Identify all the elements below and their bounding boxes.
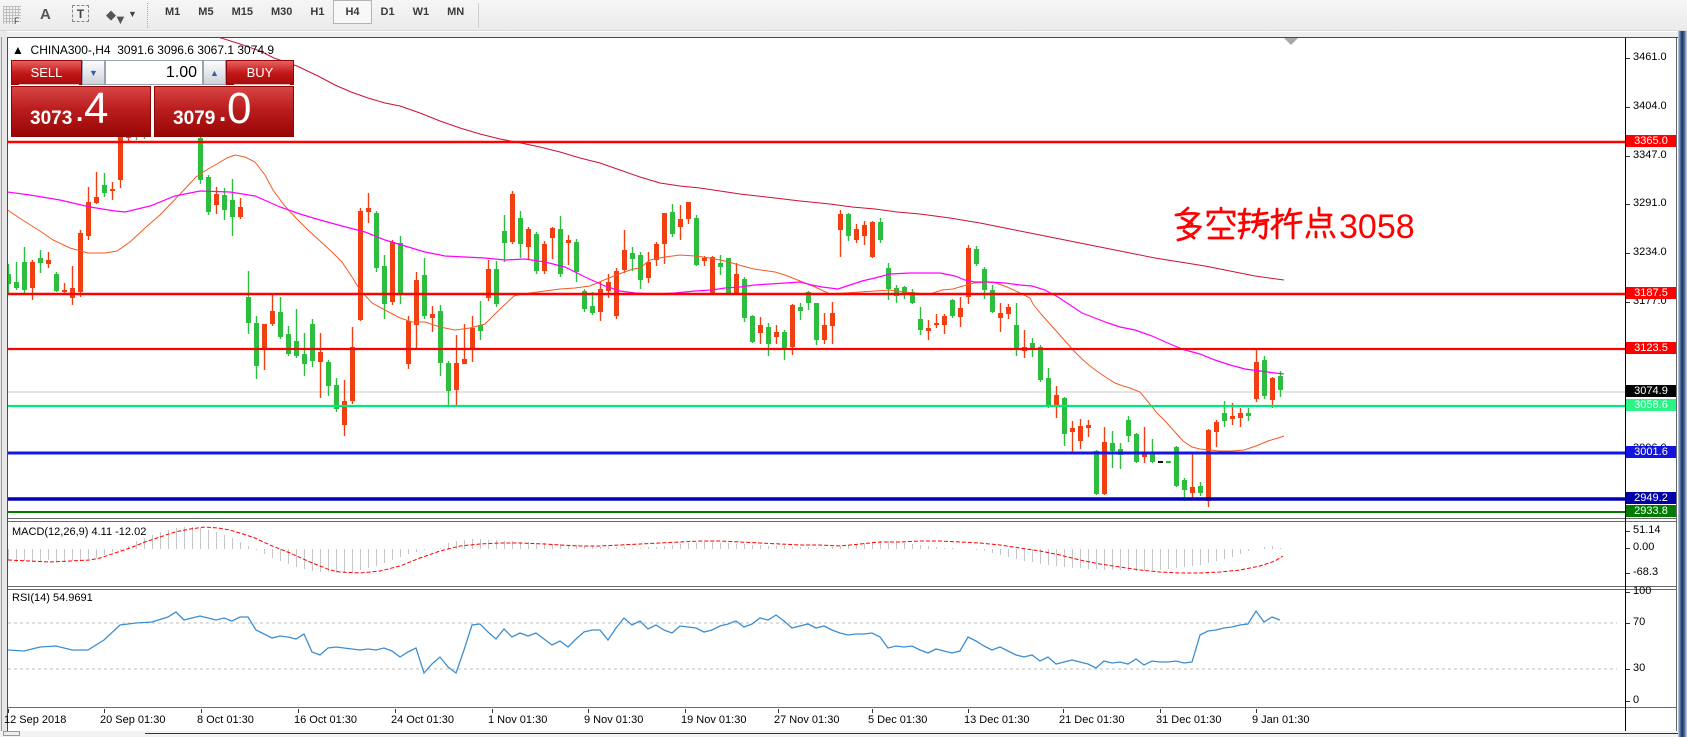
- svg-text:3058: 3058: [1339, 208, 1415, 246]
